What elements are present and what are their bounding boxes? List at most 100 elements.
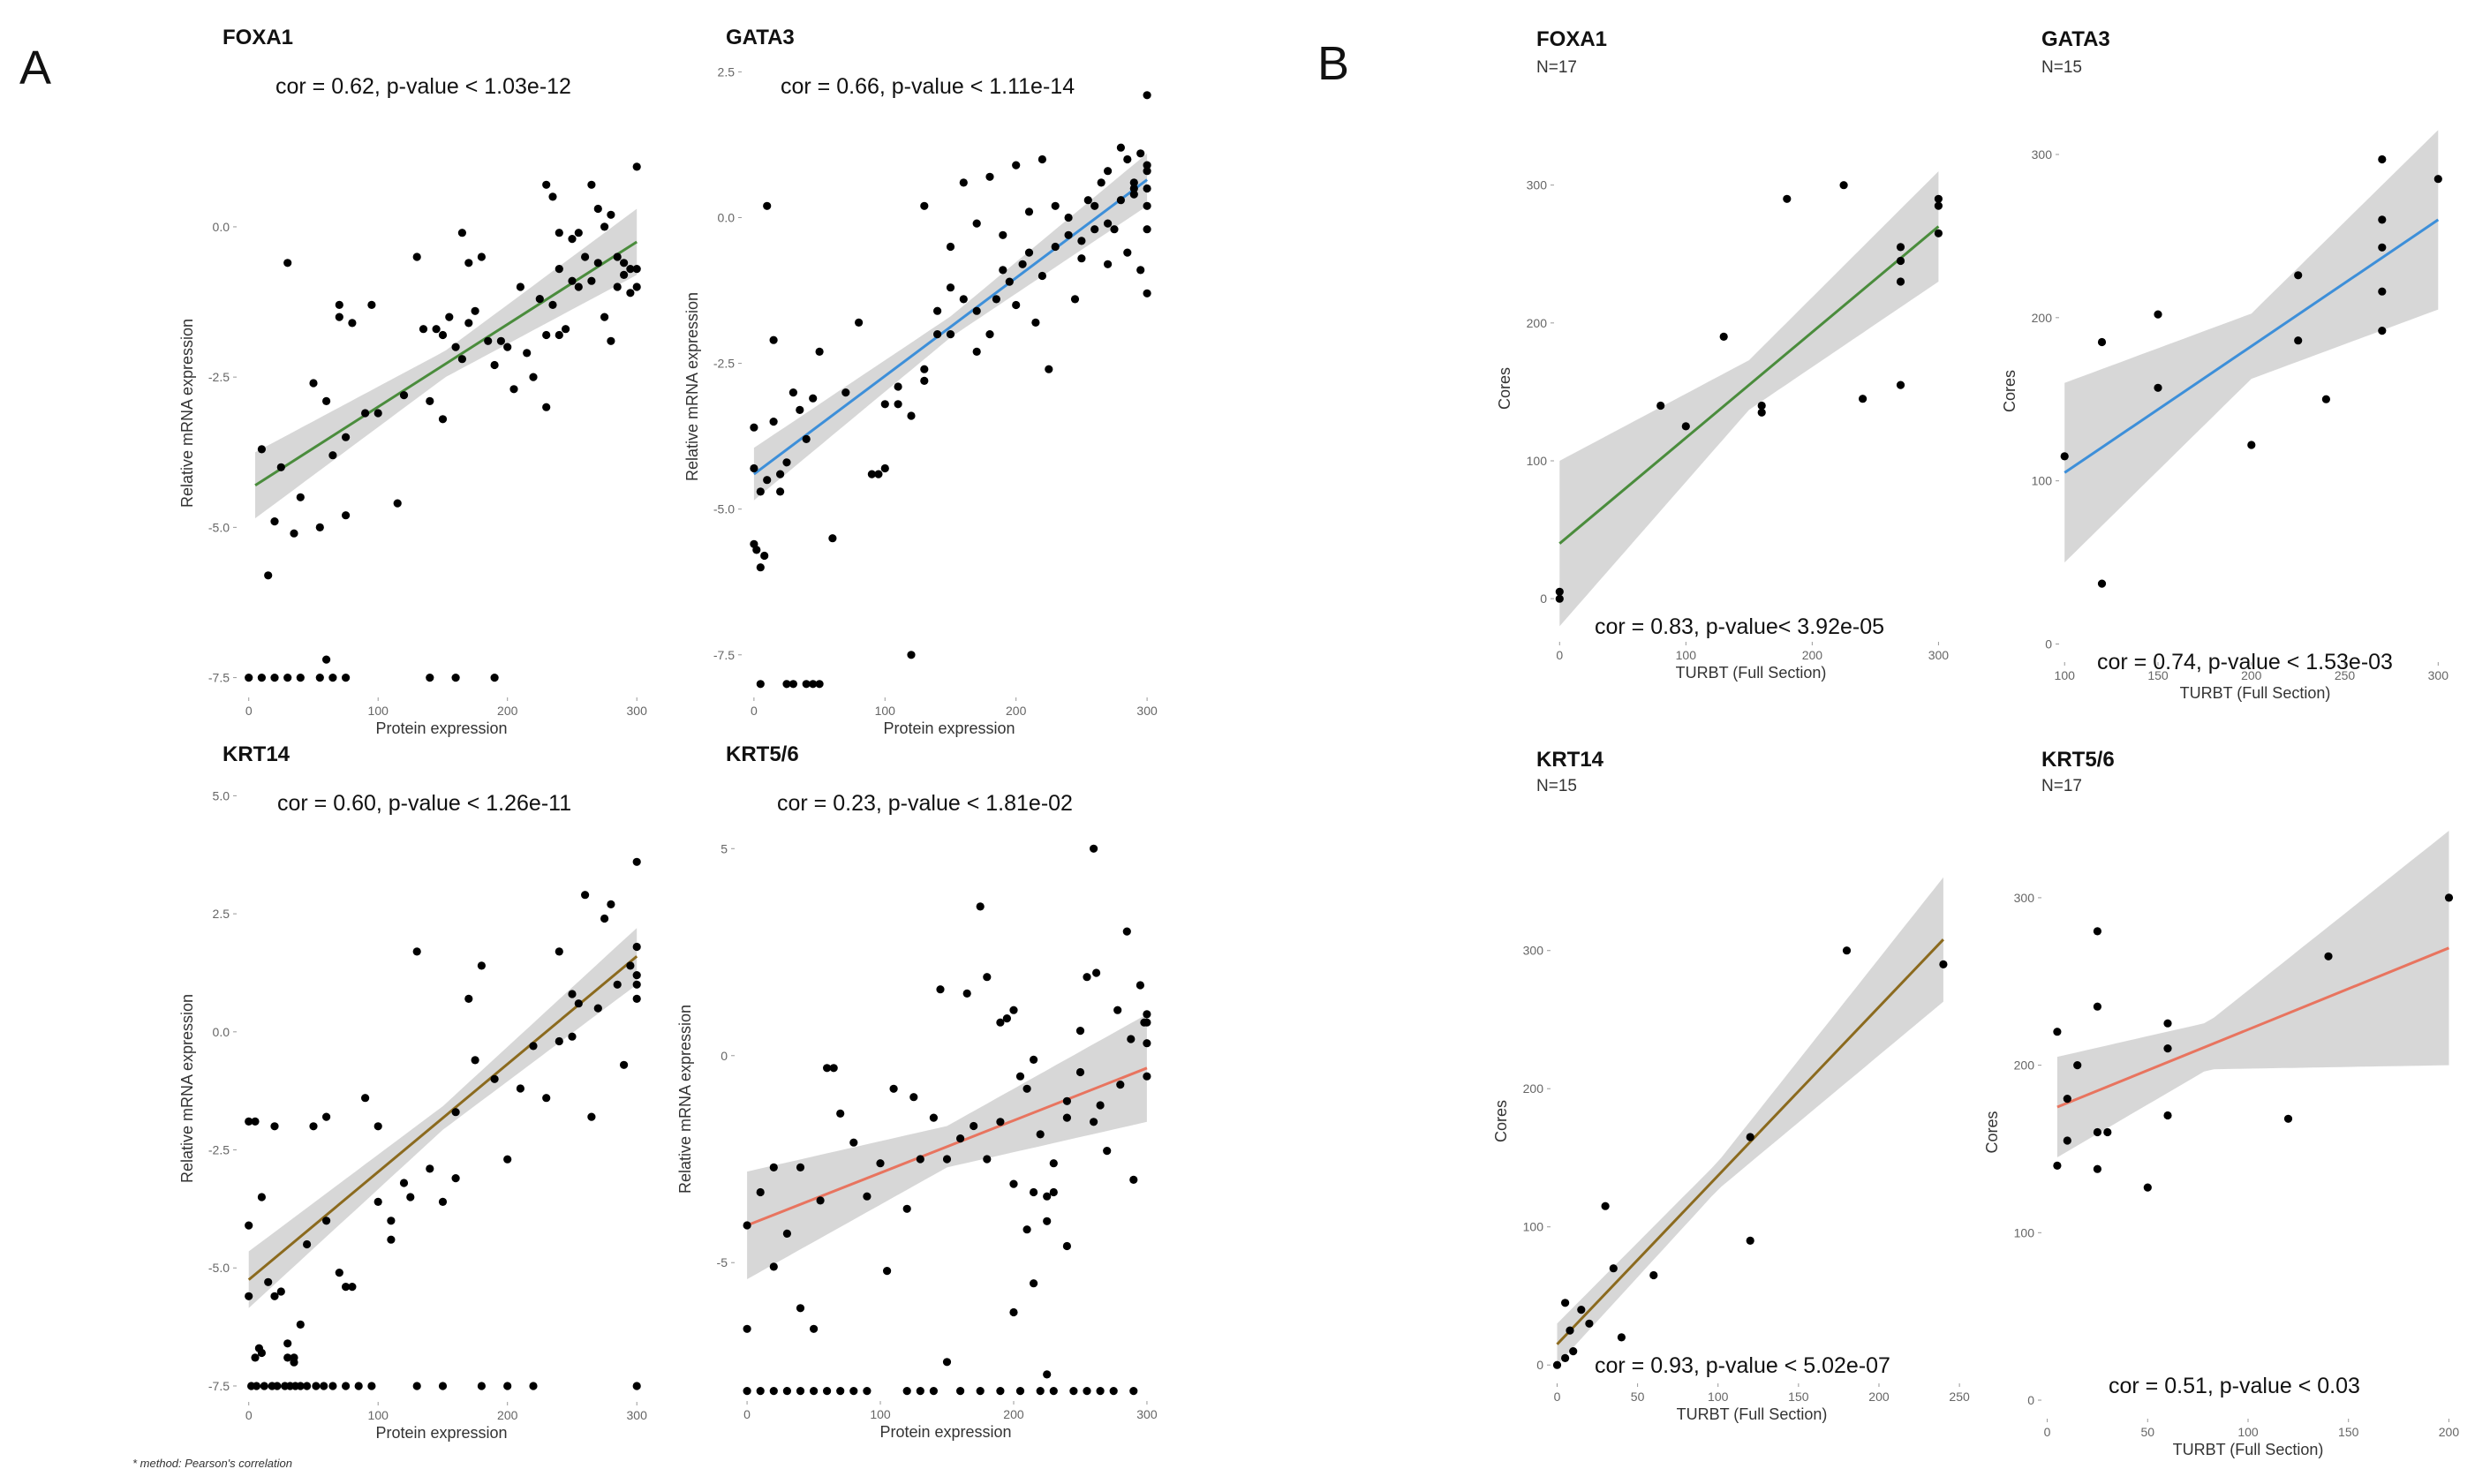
- data-point: [283, 1339, 292, 1348]
- x-tick-label: 0: [245, 1408, 253, 1422]
- data-point: [542, 1094, 551, 1103]
- x-tick-label: 100: [2237, 1425, 2259, 1439]
- data-point: [568, 1032, 577, 1041]
- data-point: [750, 463, 758, 473]
- x-tick-label: 300: [627, 704, 648, 718]
- data-point: [916, 1387, 924, 1396]
- data-point: [290, 1358, 298, 1367]
- data-point: [1092, 968, 1101, 977]
- chart-b3: KRT14 N=15 0 50 100 150 200 250 0 100 200 300 TURBT …: [1492, 748, 1970, 1423]
- data-point: [412, 947, 421, 956]
- data-point: [1038, 154, 1046, 164]
- data-point: [1681, 422, 1690, 431]
- data-point: [600, 914, 609, 923]
- sample-size-label: N=17: [1536, 58, 1577, 77]
- data-point: [296, 1320, 305, 1329]
- data-point: [451, 1174, 460, 1183]
- data-point: [1129, 190, 1138, 199]
- data-point: [1123, 154, 1132, 164]
- data-point: [387, 1217, 396, 1225]
- data-point: [942, 1155, 952, 1164]
- data-point: [1143, 1039, 1151, 1048]
- data-point: [523, 349, 532, 358]
- data-point: [581, 252, 590, 261]
- data-point: [290, 529, 298, 538]
- data-point: [264, 571, 273, 580]
- data-point: [471, 306, 479, 315]
- data-point: [1043, 1217, 1052, 1225]
- data-point: [1104, 260, 1113, 268]
- chart-a3: KRT14 0 100 200 300 -7.5 -5.0 -2.5 0.0 2.5 5.0 Prot…: [178, 742, 647, 1442]
- data-point: [1083, 973, 1091, 982]
- data-point: [1051, 242, 1060, 252]
- data-point: [257, 674, 266, 682]
- data-point: [335, 1269, 343, 1277]
- data-point: [2063, 1095, 2071, 1104]
- data-point: [2294, 271, 2303, 280]
- data-point: [946, 283, 955, 292]
- data-point: [743, 1221, 751, 1230]
- data-point: [626, 289, 635, 298]
- data-point: [1022, 1225, 1031, 1234]
- correlation-annotation: cor = 0.51, p-value < 0.03: [2109, 1374, 2360, 1398]
- chart-title: KRT14: [1536, 748, 1604, 772]
- data-point: [490, 1074, 499, 1083]
- data-point: [251, 1117, 260, 1126]
- x-tick-label: 300: [1928, 648, 1950, 662]
- data-point: [1109, 1387, 1118, 1396]
- data-point: [756, 487, 765, 496]
- data-point: [1064, 213, 1073, 222]
- regression-line: [746, 1066, 1148, 1227]
- data-point: [399, 391, 409, 400]
- data-point: [2247, 441, 2256, 449]
- data-point: [393, 499, 402, 508]
- data-point: [2073, 1061, 2082, 1070]
- data-point: [894, 382, 902, 391]
- sample-size-label: N=15: [2041, 58, 2082, 77]
- data-point: [788, 680, 798, 689]
- data-point: [1009, 1006, 1018, 1014]
- data-point: [909, 1093, 918, 1102]
- data-point: [600, 313, 609, 321]
- data-point: [823, 1064, 832, 1073]
- data-point: [322, 396, 331, 405]
- chart-title: FOXA1: [223, 26, 293, 49]
- x-tick-label: 150: [1788, 1390, 1809, 1404]
- data-point: [2324, 952, 2333, 960]
- data-point: [342, 674, 351, 682]
- data-point: [1136, 266, 1145, 275]
- data-point: [1609, 1264, 1618, 1273]
- y-tick-label: 100: [1527, 454, 1548, 468]
- data-point: [412, 252, 421, 261]
- data-point: [1934, 229, 1943, 237]
- data-point: [257, 445, 266, 454]
- data-point: [1024, 248, 1034, 257]
- data-point: [296, 1382, 305, 1390]
- data-point: [632, 971, 641, 980]
- data-point: [1601, 1202, 1610, 1210]
- data-point: [1140, 1018, 1149, 1027]
- x-tick-label: 200: [1003, 1407, 1024, 1421]
- data-point: [620, 270, 629, 279]
- data-point: [496, 336, 506, 345]
- data-point: [769, 1262, 778, 1271]
- data-point: [399, 1179, 409, 1187]
- data-point: [1143, 201, 1151, 210]
- data-point: [632, 265, 641, 274]
- data-point: [309, 1122, 318, 1131]
- data-point: [2097, 579, 2107, 588]
- data-point: [1143, 1010, 1151, 1019]
- data-point: [836, 1109, 845, 1118]
- data-point: [2143, 1183, 2152, 1192]
- data-point: [769, 335, 778, 344]
- chart-title: KRT5/6: [2041, 748, 2115, 772]
- data-point: [2060, 452, 2069, 461]
- data-point: [1143, 184, 1151, 193]
- x-tick-label: 300: [1136, 1407, 1158, 1421]
- data-point: [2433, 175, 2442, 184]
- data-point: [880, 463, 889, 473]
- data-point: [426, 674, 434, 682]
- charts-layer: FOXA1 0 100 200 300 -7.5 -5.0 -2.5 0.0 Protein ex…: [178, 26, 2459, 1458]
- y-tick-label: -2.5: [713, 357, 735, 371]
- data-point: [849, 1138, 858, 1147]
